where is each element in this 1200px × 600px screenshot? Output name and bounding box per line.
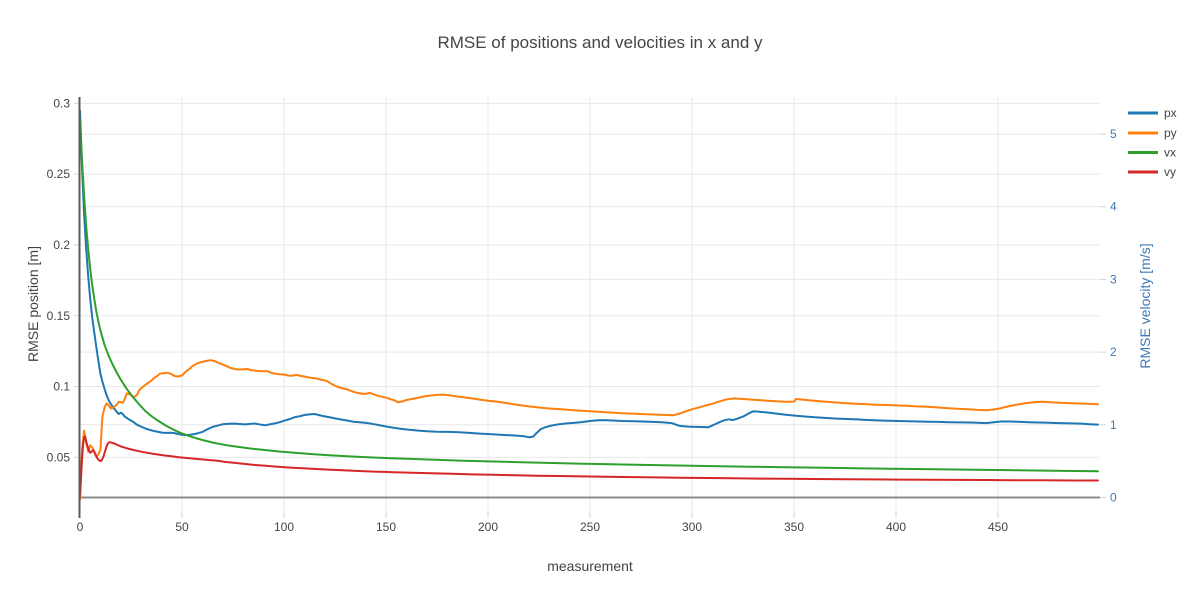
plot-drag-zoom-area[interactable] [80, 97, 1100, 512]
legend-label: vy [1164, 165, 1176, 179]
series-vx-line [79, 118, 1099, 473]
y-right-tick-label: 4 [1110, 200, 1117, 214]
x-tick-label: 350 [784, 520, 804, 534]
legend-item-px[interactable]: px [1128, 106, 1177, 120]
y-axis-title-right: RMSE velocity [m/s] [1137, 243, 1153, 368]
x-tick-label: 400 [886, 520, 906, 534]
legend-item-vy[interactable]: vy [1128, 165, 1176, 179]
y-left-tick-label: 0.3 [53, 96, 70, 110]
legend-item-py[interactable]: py [1128, 126, 1177, 140]
y-left-tick-label: 0.05 [47, 450, 71, 464]
legend-label: py [1164, 126, 1177, 140]
x-tick-label: 50 [175, 520, 189, 534]
legend-label: px [1164, 106, 1177, 120]
y-right-tick-label: 5 [1110, 127, 1117, 141]
series-px-line [79, 109, 1099, 439]
y-left-tick-label: 0.15 [47, 309, 71, 323]
x-tick-label: 0 [77, 520, 84, 534]
y-axis-title-left: RMSE position [m] [25, 246, 41, 362]
x-axis-title: measurement [547, 558, 633, 574]
chart-title: RMSE of positions and velocities in x an… [437, 33, 763, 52]
series-layer [79, 109, 1099, 501]
y-right-tick-label: 0 [1110, 490, 1117, 504]
y-right-tick-label: 3 [1110, 272, 1117, 286]
y-left-tick-label: 0.1 [53, 380, 70, 394]
y-left-tick-label: 0.25 [47, 167, 71, 181]
legend-item-vx[interactable]: vx [1128, 146, 1176, 160]
x-tick-label: 150 [376, 520, 396, 534]
x-tick-label: 200 [478, 520, 498, 534]
series-vy-line [79, 435, 1099, 497]
x-tick-label: 250 [580, 520, 600, 534]
legend: px py vx vy [1128, 106, 1177, 179]
y-right-tick-label: 2 [1110, 345, 1117, 359]
grid-layer [80, 97, 1100, 512]
y-left-tick-label: 0.2 [53, 238, 70, 252]
axis-layer: 0 50 100 150 200 250 300 350 400 4500.050.10.150.… [47, 96, 1117, 534]
x-tick-label: 300 [682, 520, 702, 534]
y-right-tick-label: 1 [1110, 418, 1117, 432]
legend-label: vx [1164, 146, 1176, 160]
x-tick-label: 450 [988, 520, 1008, 534]
x-tick-label: 100 [274, 520, 294, 534]
series-py-line [79, 359, 1099, 501]
